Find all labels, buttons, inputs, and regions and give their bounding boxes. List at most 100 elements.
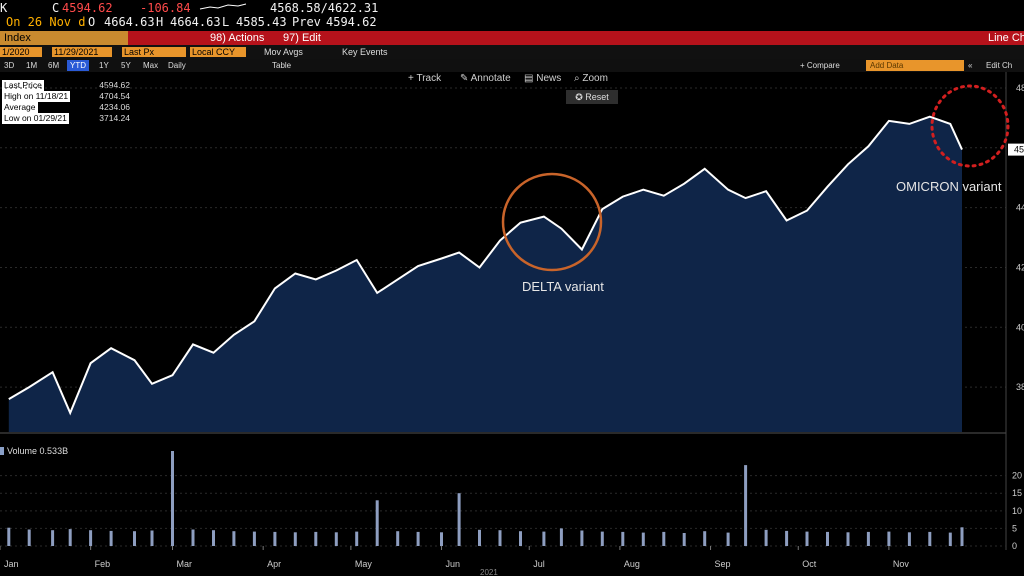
- price-field-select[interactable]: Last Px: [122, 47, 186, 57]
- volume-label: Volume: [7, 446, 38, 456]
- collapse-icon[interactable]: «: [968, 61, 973, 70]
- stat-value: 4704.54: [99, 91, 130, 101]
- change-value: -106.84: [140, 1, 191, 15]
- volume-tick-label: 0: [1012, 541, 1017, 551]
- stat-label: Low on 01/29/21: [2, 113, 69, 124]
- stat-row: Average 4234.06: [0, 102, 132, 113]
- stat-label: High on 11/18/21: [2, 91, 71, 102]
- stat-value: 4234.06: [99, 102, 130, 112]
- x-tick-label: Oct: [802, 559, 817, 569]
- x-tick-label: Aug: [624, 559, 640, 569]
- price-tick-label: 38: [1016, 382, 1024, 392]
- x-tick-label: Jul: [533, 559, 545, 569]
- stat-row: Last Price 4594.62: [0, 80, 132, 91]
- news-tool[interactable]: ▤ News: [524, 72, 561, 86]
- volume-bar: [744, 465, 748, 546]
- volume-bar: [559, 528, 563, 546]
- frequency-select[interactable]: Daily: [168, 61, 186, 70]
- sparkline-icon: [198, 1, 248, 16]
- price-line: [8, 115, 963, 416]
- volume-bar: [89, 530, 93, 546]
- volume-bar: [498, 530, 502, 546]
- stat-row: Low on 01/29/21 3714.24: [0, 113, 132, 124]
- volume-bar: [726, 532, 730, 546]
- end-date-field[interactable]: 11/29/2021: [52, 47, 112, 57]
- volume-bar: [252, 531, 256, 546]
- volume-bar: [600, 531, 604, 546]
- crosshair-icon: +: [408, 73, 414, 84]
- table-button[interactable]: Table: [272, 61, 292, 70]
- add-data-input[interactable]: Add Data: [866, 60, 964, 71]
- omicron-annotation-circle: [930, 84, 1010, 168]
- volume-last-value: 0.533B: [39, 446, 69, 456]
- volume-bar: [232, 531, 236, 546]
- last-price-tag-bg: [1008, 143, 1024, 156]
- last-value: 4594.62: [62, 1, 113, 15]
- volume-bar: [457, 493, 461, 546]
- index-label[interactable]: Index: [0, 31, 128, 45]
- volume-tick-label: 20: [1012, 471, 1022, 481]
- stat-row: High on 11/18/21 4704.54: [0, 91, 132, 102]
- volume-bar: [51, 530, 55, 546]
- period-5y[interactable]: 5Y: [121, 61, 131, 70]
- period-1m[interactable]: 1M: [26, 61, 38, 70]
- prev-value: 4594.62: [326, 15, 377, 29]
- volume-tick-label: 10: [1012, 506, 1022, 516]
- volume-bar: [171, 451, 174, 546]
- volume-bars: [7, 451, 964, 546]
- volume-bar: [785, 530, 789, 546]
- chart-type-label[interactable]: Line Ch: [988, 32, 1024, 44]
- volume-bar: [68, 529, 72, 546]
- stat-value: 3714.24: [99, 113, 130, 123]
- reset-button[interactable]: ✪ Reset: [566, 90, 618, 104]
- key-events-toggle[interactable]: Key Events: [342, 47, 388, 57]
- actions-menu[interactable]: 98) Actions: [210, 32, 265, 44]
- period-toolbar: 3D 1M 6M YTD 1Y 5Y Max Daily Table + Com…: [0, 59, 1024, 72]
- compare-button[interactable]: + Compare: [800, 61, 840, 70]
- volume-bar: [764, 529, 768, 546]
- x-tick-label: Apr: [267, 559, 281, 569]
- volume-bar: [580, 530, 584, 546]
- volume-bar: [948, 532, 952, 546]
- last-price-tag: 45: [1014, 145, 1024, 155]
- track-tool[interactable]: + Track: [408, 72, 441, 86]
- volume-bar: [150, 530, 154, 546]
- low-value: 4585.43: [236, 15, 287, 29]
- edit-chart-button[interactable]: Edit Ch: [986, 61, 1013, 70]
- start-date-field[interactable]: 1/2020: [0, 47, 42, 57]
- zoom-label: Zoom: [582, 73, 608, 84]
- volume-bar: [293, 532, 297, 546]
- period-3d[interactable]: 3D: [4, 61, 15, 70]
- volume-swatch: [0, 447, 4, 455]
- volume-y-axis: 20 15 10 5 0: [1012, 471, 1022, 551]
- volume-bar: [805, 531, 809, 546]
- volume-bar: [334, 532, 338, 546]
- volume-legend: Volume 0.533B: [0, 446, 68, 456]
- period-max[interactable]: Max: [143, 61, 159, 70]
- edit-menu[interactable]: 97) Edit: [283, 32, 321, 44]
- period-ytd[interactable]: YTD: [67, 60, 89, 71]
- zoom-tool[interactable]: ⌕ Zoom: [574, 72, 608, 86]
- date-x-axis: Jan Feb Mar Apr May Jun Jul Aug Sep Oct Nov: [0, 546, 909, 569]
- period-1y[interactable]: 1Y: [99, 61, 109, 70]
- last-label: C: [52, 1, 60, 15]
- reset-icon: ✪: [575, 92, 583, 102]
- volume-bar: [682, 533, 686, 546]
- volume-bar: [355, 531, 359, 546]
- volume-bar: [273, 531, 277, 546]
- stats-legend: Last Price 4594.62 High on 11/18/21 4704.5…: [0, 80, 132, 124]
- volume-bar: [27, 529, 31, 546]
- price-tick-label: 44: [1016, 203, 1024, 213]
- volume-bar: [960, 527, 964, 546]
- volume-bar: [928, 531, 932, 546]
- annotate-tool[interactable]: ✎ Annotate: [460, 72, 511, 86]
- period-6m[interactable]: 6M: [48, 61, 60, 70]
- track-label: Track: [416, 73, 442, 84]
- mov-avgs-toggle[interactable]: Mov Avgs: [264, 47, 303, 57]
- currency-select[interactable]: Local CCY: [190, 47, 246, 57]
- volume-bar: [416, 531, 420, 546]
- reset-label: Reset: [585, 92, 609, 102]
- volume-bar: [662, 531, 666, 546]
- news-icon: ▤: [524, 73, 534, 84]
- volume-bar: [907, 532, 911, 546]
